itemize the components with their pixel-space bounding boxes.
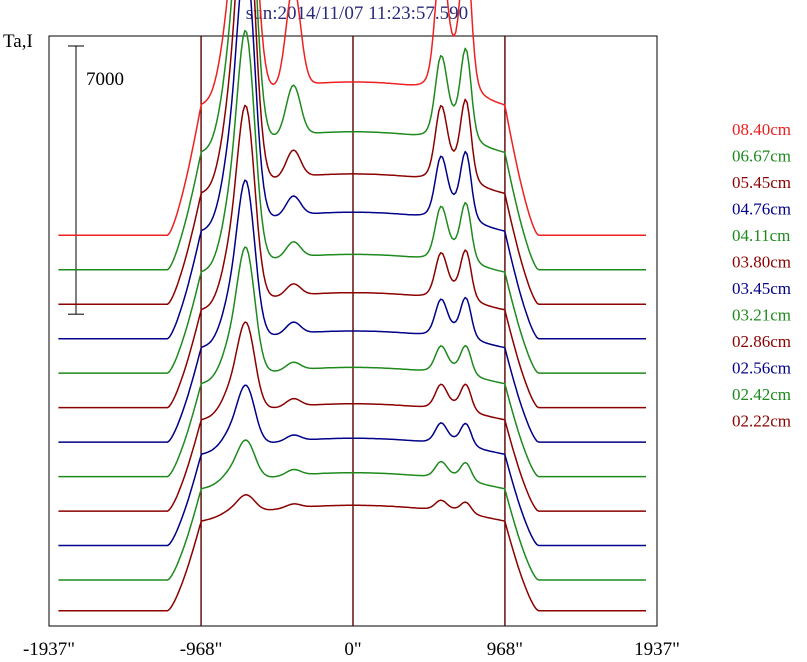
legend-entry: 03.45cm — [732, 279, 791, 298]
legend-entry: 04.11cm — [732, 226, 790, 245]
series-line-02.56cm — [58, 384, 646, 547]
series-line-03.80cm — [58, 104, 646, 409]
x-tick-label: -1937" — [23, 639, 75, 660]
x-tick-label: 0" — [344, 639, 361, 660]
legend-entry: 06.67cm — [732, 147, 791, 166]
x-tick-label: -968" — [180, 639, 223, 660]
scale-bar-label: 7000 — [86, 69, 124, 90]
series-line-02.22cm — [58, 494, 646, 612]
legend-entry: 05.45cm — [732, 173, 791, 192]
series-line-03.21cm — [58, 246, 646, 478]
x-tick-label: 1937" — [634, 639, 680, 660]
legend-entry: 02.56cm — [732, 359, 791, 378]
intensity-scale-bar: 7000 — [68, 45, 124, 315]
series-line-02.86cm — [58, 321, 646, 512]
legend-entry: 02.42cm — [732, 385, 791, 404]
legend-entry: 03.80cm — [732, 253, 791, 272]
series-line-03.45cm — [58, 179, 646, 443]
series-line-05.45cm — [58, 0, 646, 305]
chart-title: sun:2014/11/07 11:23:57.590 — [246, 3, 468, 24]
legend: 08.40cm 06.67cm 05.45cm 04.76cm 04.11cm 03.80… — [732, 120, 791, 431]
legend-entry: 02.86cm — [732, 332, 791, 351]
series-line-06.67cm — [58, 0, 646, 271]
legend-entry: 03.21cm — [732, 306, 791, 325]
legend-entry: 08.40cm — [732, 120, 791, 139]
legend-entry: 02.22cm — [732, 412, 791, 431]
series-line-08.40cm — [58, 0, 646, 236]
series-line-04.11cm — [58, 29, 646, 374]
series-lines — [58, 0, 646, 612]
legend-entry: 04.76cm — [732, 200, 791, 219]
x-tick-label: 968" — [487, 639, 523, 660]
y-axis-label: Ta,I — [3, 31, 33, 52]
x-tick-labels: -1937" -968" 0" 968" 1937" — [23, 639, 680, 660]
series-line-02.42cm — [58, 439, 646, 581]
series-line-04.76cm — [58, 0, 646, 340]
